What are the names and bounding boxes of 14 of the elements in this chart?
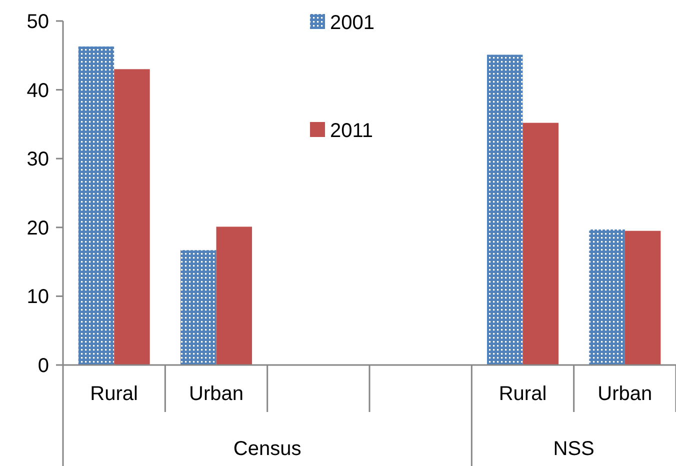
x-tick-label: Rural [498,383,547,405]
text: NSS [553,438,594,460]
y-tick-label: 10 [26,286,49,308]
y-tick-label: 20 [26,217,49,240]
x-tick-label: Rural [90,383,138,405]
y-tick-label: 40 [26,80,49,102]
y-tick-label: 30 [26,148,49,171]
x-tick-label: Urban [189,383,244,405]
y-tick-label: 50 [26,11,49,33]
legend-label: 2011 [330,120,374,142]
text: Census [233,438,302,460]
x-tick-label: Urban [598,383,652,405]
y-tick-label: 0 [38,355,49,377]
legend-label: 2001 [330,12,374,34]
